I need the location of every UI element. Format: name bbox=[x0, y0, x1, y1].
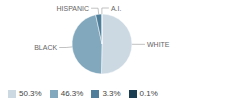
svg-text:WHITE: WHITE bbox=[147, 41, 170, 48]
html-text:0.1%: 0.1% bbox=[139, 89, 158, 98]
svg-text:A.I.: A.I. bbox=[111, 5, 122, 12]
html-text:46.3%: 46.3% bbox=[60, 89, 84, 98]
html-text:3.3%: 3.3% bbox=[102, 89, 121, 98]
html-text:50.3%: 50.3% bbox=[19, 89, 42, 98]
svg-text:HISPANIC: HISPANIC bbox=[57, 5, 90, 12]
svg-text:BLACK: BLACK bbox=[34, 44, 57, 51]
